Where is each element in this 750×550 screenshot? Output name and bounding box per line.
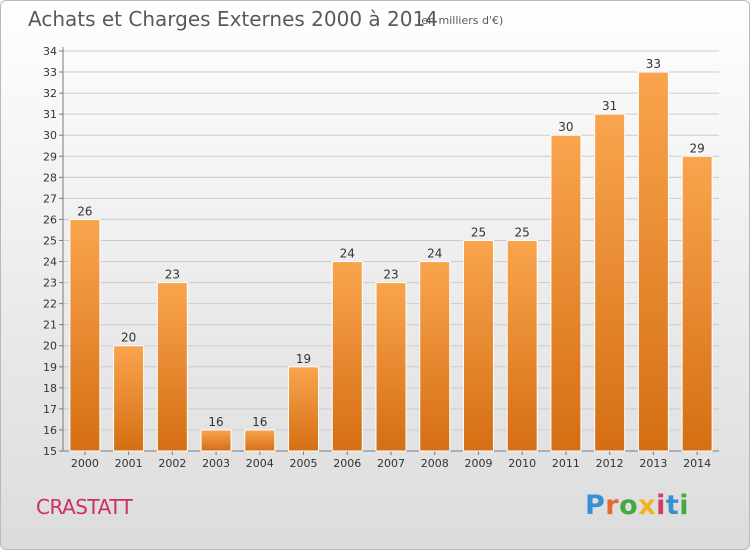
- bar-2011: [550, 134, 582, 452]
- data-label: 20: [121, 331, 136, 345]
- proxiti-logo[interactable]: Proxiti: [585, 490, 689, 521]
- y-tick-label: 29: [43, 150, 57, 163]
- y-tick-label: 31: [43, 108, 57, 121]
- y-tick-label: 33: [43, 66, 57, 79]
- data-label: 24: [340, 247, 355, 261]
- data-label: 16: [208, 415, 223, 429]
- x-tick-label: 2003: [202, 457, 230, 470]
- x-tick-label: 2010: [508, 457, 536, 470]
- logo-letter: i: [656, 490, 666, 521]
- x-tick-label: 2004: [246, 457, 274, 470]
- x-tick-label: 2014: [683, 457, 711, 470]
- y-tick-label: 15: [43, 445, 57, 458]
- data-label: 16: [252, 415, 267, 429]
- data-label: 29: [689, 141, 704, 155]
- bar-2002: [156, 282, 188, 452]
- bars: [69, 71, 713, 452]
- data-label: 31: [602, 99, 617, 113]
- x-tick-label: 2002: [158, 457, 186, 470]
- data-label: 25: [471, 225, 486, 239]
- y-tick-label: 17: [43, 403, 57, 416]
- bar-2005: [288, 366, 320, 452]
- x-tick-label: 2005: [290, 457, 318, 470]
- x-tick-label: 2000: [71, 457, 99, 470]
- bar-2009: [462, 239, 494, 452]
- x-tick-label: 2011: [552, 457, 580, 470]
- bar-2001: [113, 345, 145, 452]
- y-tick-label: 27: [43, 192, 57, 205]
- y-tick-label: 23: [43, 277, 57, 290]
- logo-letter: i: [679, 490, 690, 521]
- y-tick-label: 26: [43, 213, 57, 226]
- bar-2006: [331, 261, 363, 452]
- bar-2013: [637, 71, 669, 452]
- y-tick-label: 24: [43, 256, 57, 269]
- bar-2000: [69, 218, 101, 452]
- bar-2007: [375, 282, 407, 452]
- y-tick-label: 25: [43, 234, 57, 247]
- y-tick-label: 16: [43, 424, 57, 437]
- y-tick-label: 28: [43, 171, 57, 184]
- data-label: 26: [77, 204, 92, 218]
- x-tick-label: 2001: [115, 457, 143, 470]
- bar-2014: [681, 155, 713, 452]
- data-label: 19: [296, 352, 311, 366]
- x-tick-label: 2009: [464, 457, 492, 470]
- y-tick-label: 18: [43, 382, 57, 395]
- commune-name: CRASTATT: [36, 495, 133, 519]
- y-tick-label: 21: [43, 319, 57, 332]
- x-tick-label: 2013: [639, 457, 667, 470]
- data-label: 33: [646, 57, 661, 71]
- chart-title: Achats et Charges Externes 2000 à 2014: [28, 7, 438, 31]
- bar-2004: [244, 429, 276, 452]
- logo-letter: x: [638, 490, 657, 521]
- data-label: 24: [427, 247, 442, 261]
- logo-letter: t: [665, 490, 680, 521]
- y-tick-label: 30: [43, 129, 57, 142]
- bar-2008: [419, 261, 451, 452]
- data-label: 25: [515, 225, 530, 239]
- data-label: 23: [383, 268, 398, 282]
- x-tick-label: 2006: [333, 457, 361, 470]
- bar-2003: [200, 429, 232, 452]
- labels: 15 16 17 18 19 20 21 22 23 24 25 26 27 28 29 30 31 32 33 34…: [43, 45, 711, 470]
- x-tick-label: 2007: [377, 457, 405, 470]
- chart-unit: (en milliers d'€): [417, 14, 504, 27]
- bar-2010: [506, 239, 538, 452]
- bar-2012: [594, 113, 626, 452]
- logo-letter: P: [585, 490, 606, 521]
- x-tick-label: 2012: [596, 457, 624, 470]
- logo-letter: r: [605, 490, 620, 521]
- y-tick-label: 32: [43, 87, 57, 100]
- data-label: 23: [165, 268, 180, 282]
- x-tick-label: 2008: [421, 457, 449, 470]
- logo-letter: o: [619, 490, 639, 521]
- y-tick-label: 20: [43, 340, 57, 353]
- y-tick-label: 34: [43, 45, 57, 58]
- y-tick-label: 22: [43, 298, 57, 311]
- y-tick-label: 19: [43, 361, 57, 374]
- data-label: 30: [558, 120, 573, 134]
